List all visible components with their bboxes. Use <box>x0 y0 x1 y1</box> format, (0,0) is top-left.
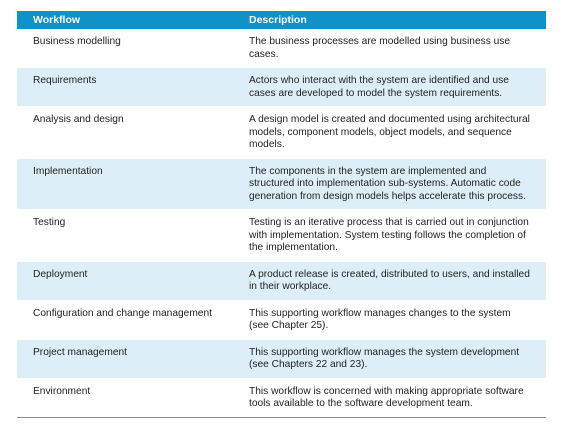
table-row: Requirements Actors who interact with th… <box>17 67 546 107</box>
workflow-table: Workflow Description Business modelling … <box>17 11 546 418</box>
header-row: Workflow Description <box>17 11 546 29</box>
header-workflow: Workflow <box>17 11 233 29</box>
workflow-table-container: Workflow Description Business modelling … <box>17 11 546 418</box>
header-description: Description <box>233 11 546 29</box>
description-cell: This supporting workflow manages the sys… <box>233 339 546 379</box>
workflow-cell: Project management <box>17 339 233 379</box>
workflow-cell: Implementation <box>17 158 233 210</box>
table-row: Implementation The components in the sys… <box>17 158 546 210</box>
table-row: Environment This workflow is concerned w… <box>17 378 546 418</box>
description-cell: This supporting workflow manages changes… <box>233 300 546 340</box>
description-cell: The business processes are modelled usin… <box>233 29 546 68</box>
table-header: Workflow Description <box>17 11 546 29</box>
description-cell: A design model is created and documented… <box>233 106 546 159</box>
workflow-cell: Testing <box>17 209 233 262</box>
workflow-cell: Requirements <box>17 67 233 107</box>
table-row: Project management This supporting workf… <box>17 339 546 379</box>
workflow-cell: Analysis and design <box>17 106 233 159</box>
table-row: Testing Testing is an iterative process … <box>17 209 546 262</box>
description-cell: The components in the system are impleme… <box>233 158 546 210</box>
workflow-cell: Environment <box>17 378 233 418</box>
workflow-cell: Deployment <box>17 261 233 301</box>
table-row: Business modelling The business processe… <box>17 29 546 68</box>
description-cell: Testing is an iterative process that is … <box>233 209 546 262</box>
table-row: Configuration and change management This… <box>17 300 546 340</box>
workflow-cell: Configuration and change management <box>17 300 233 340</box>
description-cell: This workflow is concerned with making a… <box>233 378 546 418</box>
table-body: Business modelling The business processe… <box>17 29 546 418</box>
table-row: Analysis and design A design model is cr… <box>17 106 546 159</box>
table-row: Deployment A product release is created,… <box>17 261 546 301</box>
description-cell: Actors who interact with the system are … <box>233 67 546 107</box>
workflow-cell: Business modelling <box>17 29 233 68</box>
description-cell: A product release is created, distribute… <box>233 261 546 301</box>
